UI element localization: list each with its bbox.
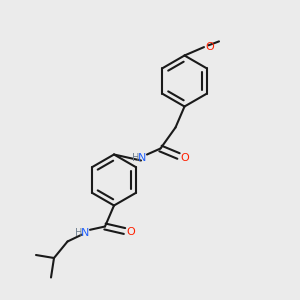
Text: O: O xyxy=(205,41,214,52)
Text: O: O xyxy=(126,227,135,237)
Text: H: H xyxy=(132,153,140,164)
Text: O: O xyxy=(180,152,189,163)
Text: N: N xyxy=(80,227,89,238)
Text: N: N xyxy=(137,153,146,164)
Text: H: H xyxy=(75,227,82,238)
